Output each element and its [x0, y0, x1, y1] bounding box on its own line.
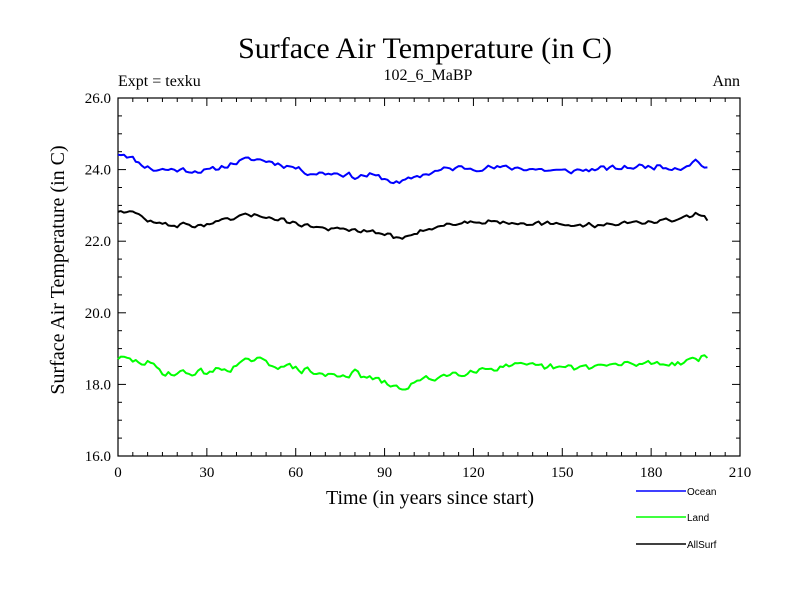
y-tick-label: 16.0 — [85, 449, 111, 465]
series-line-land — [117, 354, 709, 391]
y-axis-label: Surface Air Temperature (in C) — [47, 145, 69, 394]
x-tick-label: 60 — [288, 465, 303, 481]
plot-border — [117, 97, 741, 457]
y-tick-label: 20.0 — [85, 306, 111, 322]
x-tick-label: 120 — [462, 465, 485, 481]
experiment-label: Expt = texku — [118, 73, 201, 90]
x-tick-label: 210 — [729, 465, 752, 481]
y-tick-labels: 16.0 18.0 20.0 22.0 24.0 26.0 — [85, 91, 111, 465]
chart-title: Surface Air Temperature (in C) — [238, 32, 612, 65]
x-axis-label: Time (in years since start) — [326, 487, 534, 509]
x-tick-label: 90 — [377, 465, 392, 481]
y-tick-label: 22.0 — [85, 234, 111, 250]
x-tick-labels: 0 30 60 90 120 150 180 210 — [114, 465, 751, 481]
series-line-allsurf — [117, 210, 709, 240]
y-tick-label: 26.0 — [85, 91, 111, 107]
x-tick-label: 30 — [199, 465, 214, 481]
legend: Ocean Land AllSurf — [636, 487, 717, 551]
x-tick-label: 150 — [551, 465, 574, 481]
series-lines — [117, 153, 709, 391]
axis-ticks — [117, 97, 741, 457]
legend-label-ocean: Ocean — [687, 487, 716, 498]
y-tick-label: 24.0 — [85, 163, 111, 179]
y-tick-label: 18.0 — [85, 377, 111, 393]
x-tick-label: 180 — [640, 465, 663, 481]
chart-subtitle: 102_6_MaBP — [384, 67, 473, 84]
series-line-ocean — [117, 153, 708, 185]
x-tick-label: 0 — [114, 465, 122, 481]
legend-label-allsurf: AllSurf — [687, 540, 717, 551]
season-label: Ann — [712, 73, 740, 90]
legend-label-land: Land — [687, 513, 709, 524]
plot-frame — [117, 97, 741, 457]
